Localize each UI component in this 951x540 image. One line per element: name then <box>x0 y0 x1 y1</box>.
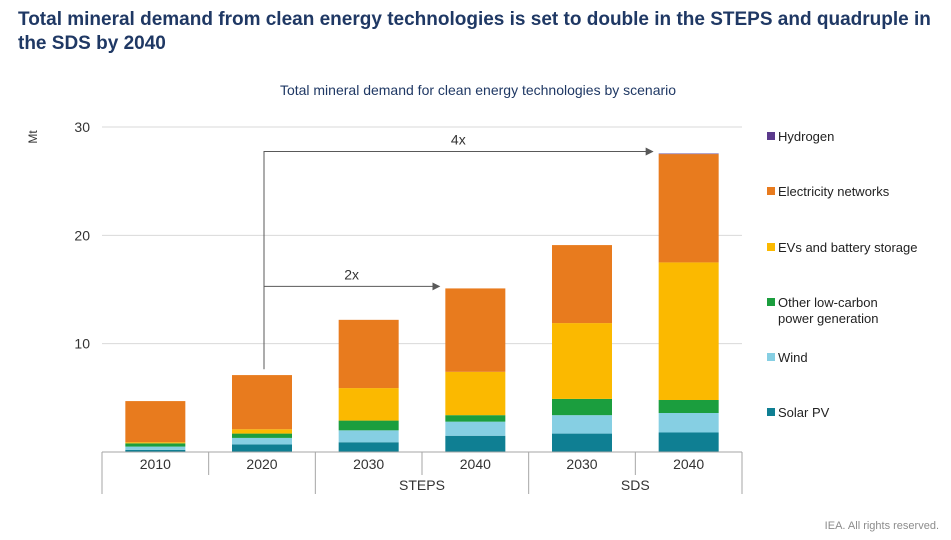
bar-segment <box>658 413 719 433</box>
legend-label: EVs and battery storage <box>778 240 917 255</box>
y-tick-label: 30 <box>74 119 90 135</box>
x-tick-label: 2040 <box>460 456 491 472</box>
legend-swatch <box>767 243 775 251</box>
bar-segment <box>658 400 719 413</box>
bar-segment <box>552 415 612 434</box>
bar-segment <box>552 398 612 416</box>
headline: Total mineral demand from clean energy t… <box>18 9 931 54</box>
bar-segment <box>232 437 292 445</box>
bar-segment <box>338 442 399 452</box>
legend-label: Wind <box>778 350 808 365</box>
bar-segment <box>552 323 612 399</box>
bar-segment <box>658 432 719 452</box>
x-tick-label: 2030 <box>566 456 597 472</box>
legend-swatch <box>767 132 775 140</box>
bar-segment <box>125 401 186 443</box>
legend-label: Other low-carbon <box>778 295 878 310</box>
bar-segment <box>338 388 399 421</box>
bar-segment <box>445 288 506 372</box>
legend-label: Hydrogen <box>778 129 834 144</box>
y-axis-label: Mt <box>26 130 40 144</box>
x-group-label: SDS <box>621 477 650 493</box>
chart-title: Total mineral demand for clean energy te… <box>280 82 676 98</box>
y-tick-label: 10 <box>74 336 90 352</box>
bar-segment <box>552 433 612 452</box>
growth-label: 2x <box>344 266 359 282</box>
legend-swatch <box>767 298 775 306</box>
legend-label: Solar PV <box>778 405 830 420</box>
legend-swatch <box>767 353 775 361</box>
bar-segment <box>125 449 186 452</box>
x-group-label: STEPS <box>399 477 445 493</box>
source-note: IEA. All rights reserved. <box>824 520 939 532</box>
legend-label: Electricity networks <box>778 184 890 199</box>
bar-segment <box>338 319 399 389</box>
bar-segment <box>658 154 719 263</box>
bar-segment <box>232 429 292 434</box>
legend-swatch <box>767 187 775 195</box>
bar-segment <box>445 371 506 416</box>
x-tick-label: 2040 <box>673 456 704 472</box>
bar-segment <box>338 420 399 431</box>
growth-label: 4x <box>451 132 466 148</box>
bar-segment <box>552 245 612 324</box>
y-tick-label: 20 <box>74 227 90 243</box>
bar-segment <box>125 442 186 444</box>
legend-label: power generation <box>778 311 878 326</box>
bar-segment <box>232 444 292 452</box>
bar-segment <box>338 430 399 443</box>
bar-segment <box>232 433 292 438</box>
growth-arrow <box>263 147 654 370</box>
bar-segment <box>445 415 506 422</box>
legend-swatch <box>767 408 775 416</box>
x-tick-label: 2010 <box>140 456 171 472</box>
bar-segment <box>658 153 719 155</box>
bar-segment <box>445 435 506 452</box>
bar-segment <box>125 443 186 447</box>
bar-segment <box>445 421 506 436</box>
bar-segment <box>658 262 719 400</box>
x-tick-label: 2030 <box>353 456 384 472</box>
bar-segment <box>232 375 292 430</box>
bar-segment <box>125 446 186 450</box>
x-tick-label: 2020 <box>246 456 277 472</box>
